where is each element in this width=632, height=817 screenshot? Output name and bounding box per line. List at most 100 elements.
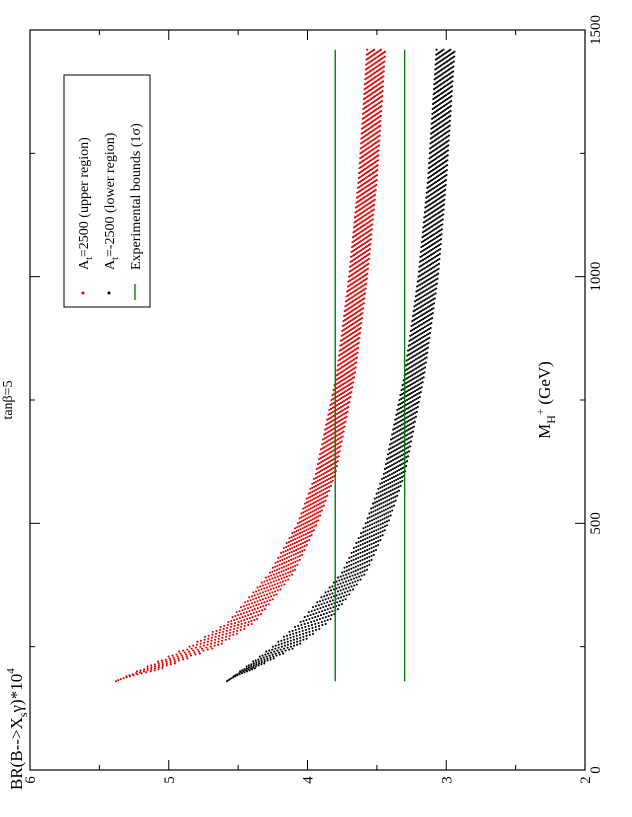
data-point [384,500,387,503]
data-point [398,433,401,436]
data-point [239,606,242,609]
data-point [361,562,364,565]
data-point [345,331,348,334]
data-point [372,180,375,183]
y-tick-label: 3 [439,776,455,784]
data-point [294,556,297,559]
data-point [417,324,421,328]
data-point [172,656,175,659]
data-point [417,396,420,400]
data-point [417,338,420,341]
data-point [242,612,245,615]
data-point [388,452,391,455]
data-point [311,494,314,497]
data-point [359,295,362,298]
data-point [380,477,384,480]
band-curve [125,49,374,679]
data-point [260,588,263,591]
data-point [304,537,307,540]
data-point [379,531,382,534]
data-point [371,195,374,198]
data-point [204,635,207,638]
data-point [276,575,279,578]
data-point [319,466,322,469]
data-point [254,665,257,668]
data-point [416,303,419,306]
data-point [337,373,340,376]
data-point [407,428,410,431]
data-point [340,431,344,434]
data-point [347,568,351,571]
data-point [323,595,326,598]
data-point [407,358,410,361]
data-point [431,225,434,228]
data-point [426,214,429,217]
data-point [423,285,426,288]
data-point [368,524,372,527]
data-point [285,564,288,567]
data-point [405,429,409,432]
data-point [416,285,419,288]
data-point [287,559,290,562]
data-point [365,194,368,197]
data-point [348,275,351,278]
data-point [370,515,373,518]
data-point [368,192,371,195]
data-point [362,265,366,268]
data-point [229,625,232,628]
data-point [356,579,359,582]
data-point [401,467,404,470]
data-point [430,188,433,191]
chart-title: tanβ=5 [1,380,16,419]
data-point [426,274,429,277]
data-point [391,484,394,487]
data-point [316,471,319,475]
data-point [438,201,441,204]
data-point [332,436,335,439]
data-point [315,516,318,519]
data-point [325,445,328,448]
data-point [436,198,439,201]
data-point [161,667,164,670]
data-point [345,569,348,572]
data-point [299,550,302,553]
data-point [382,509,385,512]
data-point [338,406,341,409]
data-point [314,625,317,628]
data-point [443,198,446,201]
data-point [320,461,323,464]
data-point [381,493,384,496]
data-point [341,352,344,355]
data-point [356,328,359,332]
data-point [351,574,354,577]
data-point [138,671,141,674]
data-point [415,371,419,374]
data-point [342,595,345,598]
data-point [281,573,285,576]
data-point [418,302,421,305]
data-point [281,562,284,565]
data-point [349,374,352,377]
data-point [348,338,351,341]
data-point [342,574,345,577]
data-point [347,366,350,369]
data-point [429,286,432,289]
data-point [434,269,437,272]
data-point [353,344,356,347]
data-point [315,524,318,527]
data-point [339,344,342,347]
data-point [299,639,302,642]
data-point [332,445,335,448]
data-point [232,633,235,636]
data-point [415,330,418,333]
data-point [423,230,426,233]
data-point [307,508,310,511]
data-point [340,578,343,581]
data-point [301,527,304,530]
data-point [341,404,345,407]
data-point [348,582,352,585]
data-point [411,342,414,345]
data-point [178,650,181,653]
data-point [307,496,310,499]
